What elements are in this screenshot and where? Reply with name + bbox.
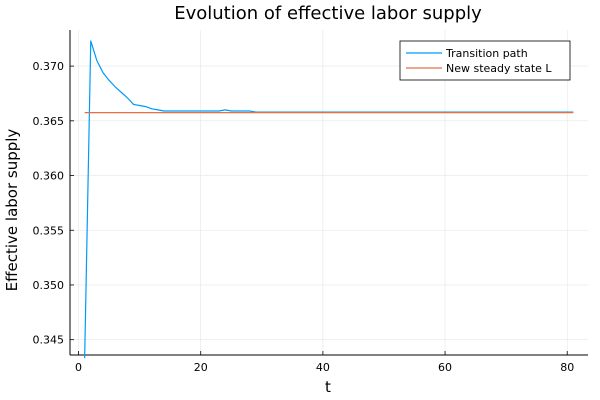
x-tick-label: 0	[75, 361, 82, 374]
axes	[69, 30, 588, 356]
x-tick-label: 40	[316, 361, 330, 374]
y-tick-label: 0.345	[33, 334, 65, 347]
ticks: 0 20 40 60 80 0.345 0.350 0.355 0.360 0.365 0.370	[33, 60, 575, 374]
x-tick-label: 80	[560, 361, 574, 374]
x-tick-label: 60	[438, 361, 452, 374]
x-axis-label: t	[325, 378, 331, 396]
y-tick-label: 0.370	[33, 60, 65, 73]
y-tick-label: 0.355	[33, 224, 65, 237]
legend-label-1: New steady state L	[446, 62, 552, 75]
legend-label-0: Transition path	[445, 47, 528, 60]
legend: Transition path New steady state L	[399, 40, 571, 81]
y-tick-label: 0.350	[33, 279, 65, 292]
y-tick-label: 0.360	[33, 170, 65, 183]
chart-title: Evolution of effective labor supply	[174, 3, 482, 24]
legend-box	[399, 40, 571, 81]
y-axis-label: Effective labor supply	[3, 129, 21, 292]
series	[84, 40, 574, 359]
x-tick-label: 20	[194, 361, 208, 374]
y-tick-label: 0.365	[33, 115, 65, 128]
